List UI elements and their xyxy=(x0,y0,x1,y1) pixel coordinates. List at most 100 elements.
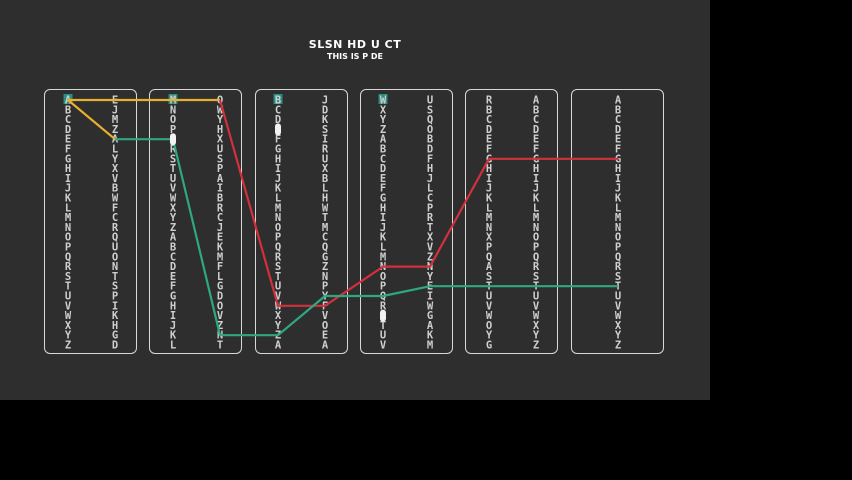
letter-plugboard-in-23: X xyxy=(65,320,72,332)
letter-reflector-in-10: K xyxy=(486,193,493,205)
letter-rotor2-out-9: L xyxy=(322,183,328,195)
subtitle-text: THIS IS P DE xyxy=(327,52,383,61)
letter-rotor2-in-17: S xyxy=(275,261,281,273)
letter-plugboard-in-2: C xyxy=(65,114,71,126)
letter-rotor3-out-8: J xyxy=(427,173,433,185)
letter-rotor3-out-16: Z xyxy=(427,251,433,263)
letter-rotor2-in-14: P xyxy=(275,232,281,244)
letter-plugboard-out-23: H xyxy=(112,320,118,332)
letter-keyboard-5: F xyxy=(615,144,621,156)
letter-rotor2-in-19: U xyxy=(275,281,281,293)
letter-rotor3-in-23: T xyxy=(380,320,386,332)
letter-rotor1-out-4: X xyxy=(217,134,224,146)
letter-plugboard-in-5: F xyxy=(65,144,71,156)
letter-rotor2-out-4: I xyxy=(322,134,328,146)
letter-keyboard-25: Z xyxy=(615,340,621,352)
letter-plugboard-in-14: O xyxy=(65,232,71,244)
letter-reflector-in-11: L xyxy=(486,202,492,214)
letter-rotor2-out-13: M xyxy=(322,222,328,234)
letter-rotor2-out-1: D xyxy=(322,104,328,116)
rotor-box-1[interactable] xyxy=(149,89,242,354)
letter-reflector-in-0: R xyxy=(486,95,493,107)
letter-plugboard-out-14: Q xyxy=(112,232,118,244)
rotor-box-3[interactable] xyxy=(360,89,453,354)
letter-rotor1-in-15: B xyxy=(170,242,176,254)
letter-rotor1-out-10: B xyxy=(217,193,223,205)
letter-rotor1-in-25: L xyxy=(170,340,176,352)
letter-plugboard-out-1: J xyxy=(112,104,118,116)
letter-rotor2-in-13: O xyxy=(275,222,281,234)
letter-reflector-out-2: C xyxy=(533,114,539,126)
letter-keyboard-3: D xyxy=(615,124,621,136)
letter-rotor3-in-7: D xyxy=(380,163,386,175)
letter-rotor2-out-11: W xyxy=(322,202,329,214)
letter-rotor3-out-0: U xyxy=(427,95,433,107)
letter-keyboard-1: B xyxy=(615,104,621,116)
letter-rotor3-out-4: B xyxy=(427,134,433,146)
letter-plugboard-out-25: D xyxy=(112,340,118,352)
letter-rotor3-in-5: B xyxy=(380,144,386,156)
letter-rotor2-in-1: C xyxy=(275,104,281,116)
reflector-box[interactable] xyxy=(465,89,558,354)
letter-reflector-out-0: A xyxy=(533,95,540,107)
letter-plugboard-in-25: Z xyxy=(65,340,71,352)
letter-plugboard-out-13: R xyxy=(112,222,119,234)
letter-rotor1-in-1: N xyxy=(170,104,176,116)
letter-plugboard-out-2: M xyxy=(112,114,118,126)
letter-rotor2-out-25: A xyxy=(322,340,329,352)
letter-rotor3-in-18: O xyxy=(380,271,386,283)
letter-keyboard-12: M xyxy=(615,212,621,224)
letter-rotor1-out-7: P xyxy=(217,163,223,175)
letter-rotor3-in-9: F xyxy=(380,183,386,195)
letter-rotor2-out-17: Z xyxy=(322,261,328,273)
letter-rotor1-in-12: Y xyxy=(170,212,177,224)
letter-reflector-out-21: V xyxy=(533,300,540,312)
letter-plugboard-in-24: Y xyxy=(65,330,72,342)
letter-keyboard-23: X xyxy=(615,320,622,332)
letter-reflector-in-8: I xyxy=(486,173,492,185)
letter-rotor1-out-5: U xyxy=(217,144,223,156)
letter-rotor2-in-18: T xyxy=(275,271,281,283)
letter-rotor1-out-11: R xyxy=(217,202,224,214)
keyboard-box[interactable] xyxy=(571,89,664,354)
letter-keyboard-22: W xyxy=(615,310,622,322)
letter-reflector-in-17: A xyxy=(486,261,493,273)
letter-rotor2-in-6: H xyxy=(275,153,281,165)
letter-rotor3-out-14: X xyxy=(427,232,434,244)
rotor-notch-2[interactable] xyxy=(380,309,386,322)
letter-keyboard-4: E xyxy=(615,134,621,146)
letter-keyboard-15: P xyxy=(615,242,621,254)
rotor-box-2[interactable] xyxy=(255,89,348,354)
letter-rotor3-in-24: U xyxy=(380,330,386,342)
rotor-notch-1[interactable] xyxy=(275,123,281,136)
letter-plugboard-out-9: B xyxy=(112,183,118,195)
highlight-cell-2 xyxy=(273,94,283,104)
letter-rotor2-in-2: D xyxy=(275,114,281,126)
letter-plugboard-in-22: W xyxy=(65,310,72,322)
rotor-notch-0[interactable] xyxy=(170,133,176,146)
letter-rotor2-out-18: N xyxy=(322,271,328,283)
letter-plugboard-out-20: P xyxy=(112,291,118,303)
letter-reflector-in-3: D xyxy=(486,124,492,136)
letter-rotor1-out-1: W xyxy=(217,104,224,116)
letter-rotor1-out-12: C xyxy=(217,212,223,224)
letter-rotor3-out-18: Y xyxy=(427,271,434,283)
letter-plugboard-out-11: F xyxy=(112,202,118,214)
letter-reflector-out-11: L xyxy=(533,202,539,214)
letter-rotor1-in-6: S xyxy=(170,153,176,165)
letter-reflector-in-5: F xyxy=(486,144,492,156)
letter-plugboard-out-18: T xyxy=(112,271,118,283)
letter-plugboard-in-20: U xyxy=(65,291,71,303)
plugboard-box[interactable] xyxy=(44,89,137,354)
letter-rotor3-in-0: W xyxy=(380,95,387,107)
letter-rotor2-out-22: V xyxy=(322,310,329,322)
letter-plugboard-in-19: T xyxy=(65,281,71,293)
letter-rotor1-out-23: Z xyxy=(217,320,223,332)
letter-rotor1-in-20: G xyxy=(170,291,176,303)
letter-rotor3-out-5: D xyxy=(427,144,433,156)
letter-rotor1-out-14: E xyxy=(217,232,223,244)
